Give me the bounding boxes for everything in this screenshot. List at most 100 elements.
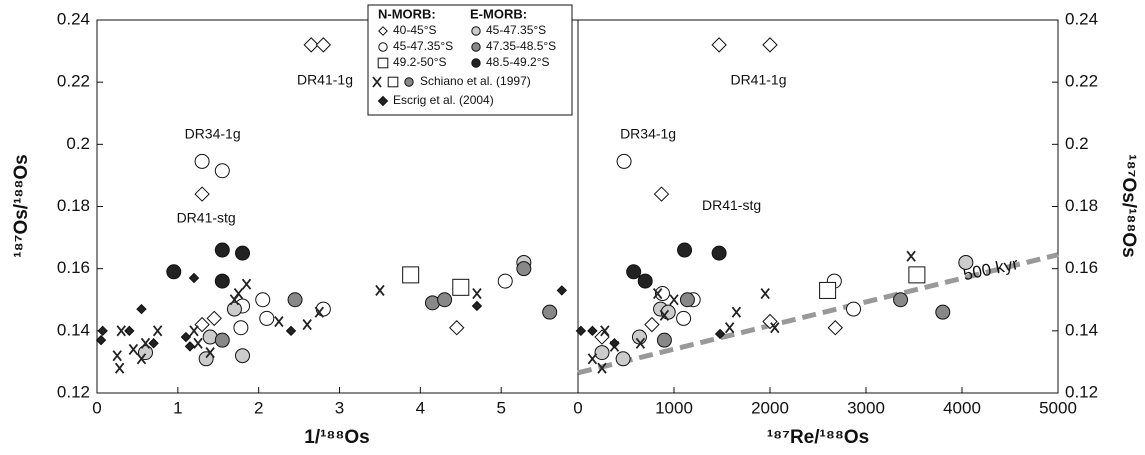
- point: [893, 292, 909, 308]
- point: [198, 351, 214, 367]
- point: [214, 242, 230, 258]
- point: [184, 341, 196, 352]
- legend-marker: [387, 76, 399, 88]
- point: [193, 337, 203, 349]
- point: [235, 348, 251, 364]
- x-tick-label: 3: [335, 398, 344, 417]
- point: [471, 300, 483, 312]
- point: [827, 320, 843, 336]
- point: [731, 306, 742, 318]
- point: [124, 325, 135, 337]
- point: [314, 306, 325, 318]
- point: [194, 316, 210, 333]
- y-tick-label: 0.14: [57, 320, 90, 339]
- x-tick-label: 5: [496, 398, 505, 417]
- point: [194, 186, 210, 202]
- point: [587, 325, 598, 337]
- x-tick-label: 5000: [1039, 398, 1077, 417]
- point: [615, 351, 631, 367]
- annotation: DR41-1g: [297, 71, 353, 87]
- legend-marker: [471, 58, 481, 68]
- annotation: DR41-1g: [730, 71, 786, 87]
- point: [594, 329, 610, 345]
- point: [587, 353, 598, 365]
- x-tick-label: 2: [254, 398, 263, 417]
- point: [600, 325, 610, 337]
- point: [437, 292, 453, 308]
- point: [140, 337, 151, 349]
- point: [935, 304, 951, 320]
- point: [654, 286, 670, 302]
- y-tick-label: 0.12: [57, 382, 90, 401]
- point: [635, 337, 646, 349]
- y-tick-label: 0.12: [1065, 382, 1098, 401]
- point: [846, 301, 862, 317]
- point: [676, 310, 692, 326]
- legend-box: [367, 4, 573, 116]
- point: [616, 153, 632, 169]
- y-tick-label: 0.18: [57, 196, 90, 215]
- point: [594, 345, 610, 361]
- legend-label: 45-47.35°S: [393, 39, 453, 53]
- legend-marker: [377, 95, 389, 107]
- point: [95, 334, 107, 346]
- point: [516, 261, 532, 277]
- point: [241, 278, 252, 290]
- point: [274, 315, 284, 328]
- point: [958, 254, 974, 270]
- legend: N-MORB: E-MORB: 40-45°S 45-47.35°S 49.2-50…: [367, 4, 573, 116]
- point: [128, 343, 139, 356]
- point: [214, 273, 230, 289]
- point: [609, 338, 620, 349]
- point: [659, 309, 670, 321]
- point: [597, 362, 607, 374]
- legend-marker: [471, 42, 481, 52]
- y-tick-label: 0.22: [57, 72, 90, 91]
- point: [908, 266, 926, 284]
- point: [770, 322, 780, 334]
- point: [711, 37, 727, 53]
- point: [233, 320, 249, 336]
- point: [714, 328, 726, 340]
- x-tick-label: 2000: [751, 398, 789, 417]
- point: [402, 266, 420, 284]
- x-tick-label: 3000: [847, 398, 885, 417]
- point: [259, 310, 275, 326]
- point: [214, 163, 230, 179]
- y-tick-label: 0.18: [1065, 196, 1098, 215]
- y-tick-label: 0.2: [1065, 134, 1089, 153]
- legend-group: E-MORB:: [470, 6, 527, 21]
- point: [542, 304, 558, 320]
- isochron-line: [577, 252, 1059, 376]
- x-tick-label: 0: [92, 398, 101, 417]
- point: [556, 285, 568, 296]
- point: [214, 332, 230, 348]
- y-tick-label: 0.2: [66, 134, 90, 153]
- point: [97, 325, 108, 337]
- legend-marker: [404, 77, 414, 87]
- y-axis-label: ¹⁸⁷Os/¹⁸⁸Os: [11, 154, 32, 257]
- point: [656, 332, 672, 348]
- x-axis-label: 1/¹⁸⁸Os: [304, 427, 369, 448]
- point: [626, 264, 642, 280]
- point: [116, 325, 126, 337]
- point: [711, 245, 727, 261]
- point: [452, 278, 470, 296]
- legend-marker: [372, 76, 382, 88]
- point: [189, 325, 199, 337]
- legend-label: Schiano et al. (1997): [420, 74, 531, 88]
- annotation: DR34-1g: [185, 126, 241, 142]
- legend-label: 48.5-49.2°S: [486, 55, 550, 69]
- point: [287, 292, 303, 308]
- point: [679, 292, 695, 308]
- point: [138, 345, 154, 361]
- point: [114, 362, 125, 374]
- point: [285, 325, 297, 337]
- legend-marker: [471, 26, 481, 36]
- point: [136, 303, 147, 315]
- point: [148, 338, 159, 349]
- point: [235, 245, 251, 261]
- point: [194, 153, 210, 169]
- point: [205, 347, 215, 359]
- legend-label: Escrig et al. (2004): [393, 93, 494, 107]
